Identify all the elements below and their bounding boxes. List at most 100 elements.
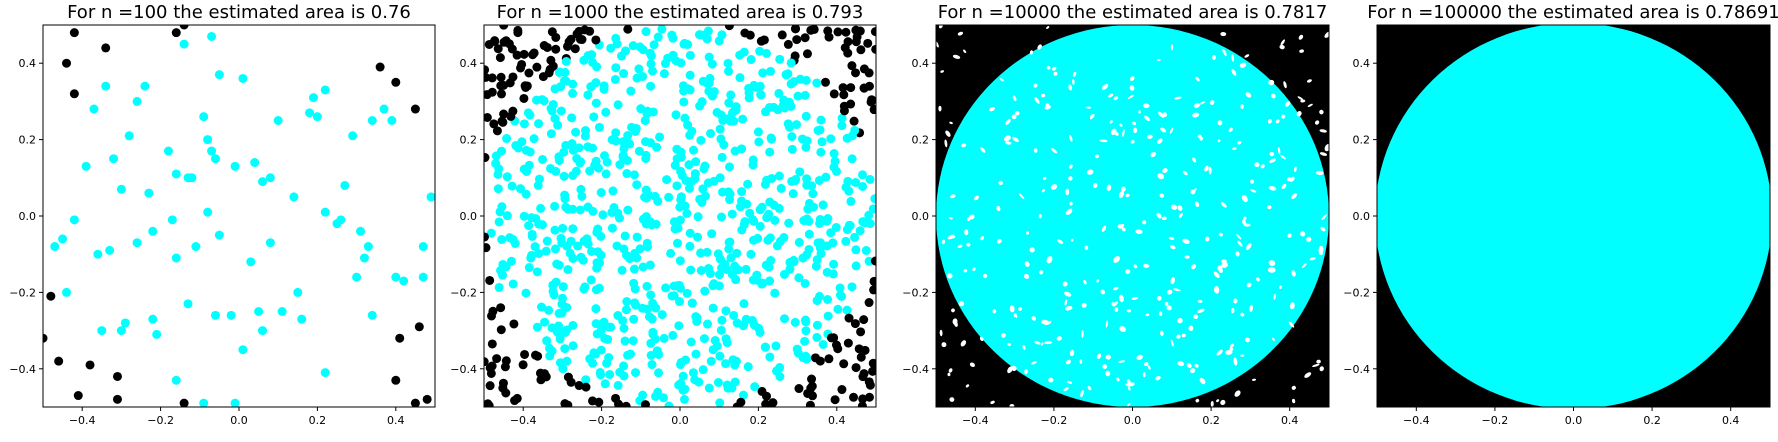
scatter-point (493, 44, 503, 54)
scatter-point (487, 87, 497, 97)
scatter-point (815, 218, 825, 228)
scatter-point (148, 226, 158, 236)
scatter-point (519, 93, 529, 103)
scatter-point (717, 315, 727, 325)
x-tick-label: −0.4 (962, 414, 989, 427)
scatter-point (607, 223, 617, 233)
scatter-point (81, 161, 91, 171)
scatter-point (524, 221, 534, 231)
scatter-point (646, 350, 656, 360)
scatter-point (807, 374, 817, 384)
scatter-point (826, 134, 836, 144)
scatter-point (502, 211, 512, 221)
gap-inside (1162, 112, 1168, 118)
scatter-point (658, 393, 668, 403)
scatter-point (667, 30, 677, 40)
gap-inside (1293, 166, 1297, 173)
scatter-point (807, 381, 817, 391)
scatter-point (833, 304, 843, 314)
scatter-point (851, 261, 861, 271)
scatter-point (484, 112, 492, 122)
scatter-point (617, 265, 627, 275)
scatter-point (717, 152, 727, 162)
scatter-point (679, 394, 689, 404)
scatter-point (647, 360, 657, 370)
gap-inside (1109, 120, 1113, 124)
gap-inside (1213, 286, 1220, 294)
scatter-point (238, 345, 248, 355)
scatter-point (828, 269, 838, 279)
scatter-point (226, 310, 236, 320)
scatter-point (579, 236, 589, 246)
scatter-point (614, 213, 624, 223)
scatter-point (653, 196, 663, 206)
scatter-point (646, 338, 656, 348)
scatter-point (557, 293, 567, 303)
scatter-point (352, 272, 362, 282)
scatter-point (340, 180, 350, 190)
scatter-point (852, 32, 862, 42)
scatter-point (722, 264, 732, 274)
scatter-point (823, 311, 833, 321)
gap-inside (1250, 179, 1255, 184)
gap-inside (1291, 270, 1296, 277)
scatter-point (788, 189, 798, 199)
scatter-point (43, 333, 48, 343)
scatter-point (152, 329, 162, 339)
gap-outside (1324, 31, 1329, 38)
y-tick-label: 0.4 (912, 57, 930, 70)
scatter-point (776, 183, 786, 193)
scatter-point (657, 310, 667, 320)
gap-inside (1083, 279, 1087, 285)
gap-outside (1300, 99, 1306, 103)
scatter-point (199, 398, 209, 407)
scatter-point (856, 352, 866, 362)
scatter-point (629, 264, 639, 274)
scatter-point (391, 375, 401, 385)
scatter-point (652, 142, 662, 152)
gap-outside (1296, 111, 1302, 117)
inside-points-mass (936, 25, 1329, 407)
gap-inside (968, 214, 975, 220)
scatter-point (740, 28, 750, 38)
gap-outside (1319, 129, 1327, 133)
scatter-point (824, 32, 834, 42)
scatter-point (755, 327, 765, 337)
scatter-point (781, 70, 791, 80)
scatter-point (601, 107, 611, 117)
scatter-point (676, 192, 686, 202)
scatter-point (593, 224, 603, 234)
scatter-point (760, 342, 770, 352)
scatter-point (846, 83, 856, 93)
scatter-point (105, 245, 115, 255)
gap-inside (1029, 247, 1035, 253)
scatter-point (46, 291, 56, 301)
scatter-point (544, 68, 554, 78)
scatter-point (652, 346, 662, 356)
scatter-point (568, 170, 578, 180)
gap-outside (1272, 337, 1275, 342)
scatter-point (628, 336, 638, 346)
scatter-point (359, 253, 369, 263)
scatter-point (774, 203, 784, 213)
scatter-point (502, 134, 512, 144)
gap-outside (1270, 93, 1276, 99)
y-tick-label: −0.4 (902, 363, 929, 376)
scatter-point (410, 398, 420, 407)
gap-inside (1240, 104, 1244, 109)
plot-area (484, 25, 876, 407)
scatter-point (696, 266, 706, 276)
scatter-point (844, 313, 854, 323)
scatter-point (804, 198, 814, 208)
y-tick-label: −0.4 (9, 363, 36, 376)
scatter-point (487, 339, 497, 349)
gap-inside (1108, 93, 1114, 98)
scatter-point (775, 54, 785, 64)
gap-inside (1142, 372, 1146, 378)
gap-inside (1213, 271, 1220, 278)
gap-inside (1113, 256, 1121, 263)
scatter-point (754, 137, 764, 147)
scatter-point (817, 137, 827, 147)
gap-inside (1195, 76, 1200, 82)
gap-outside (1320, 226, 1326, 232)
